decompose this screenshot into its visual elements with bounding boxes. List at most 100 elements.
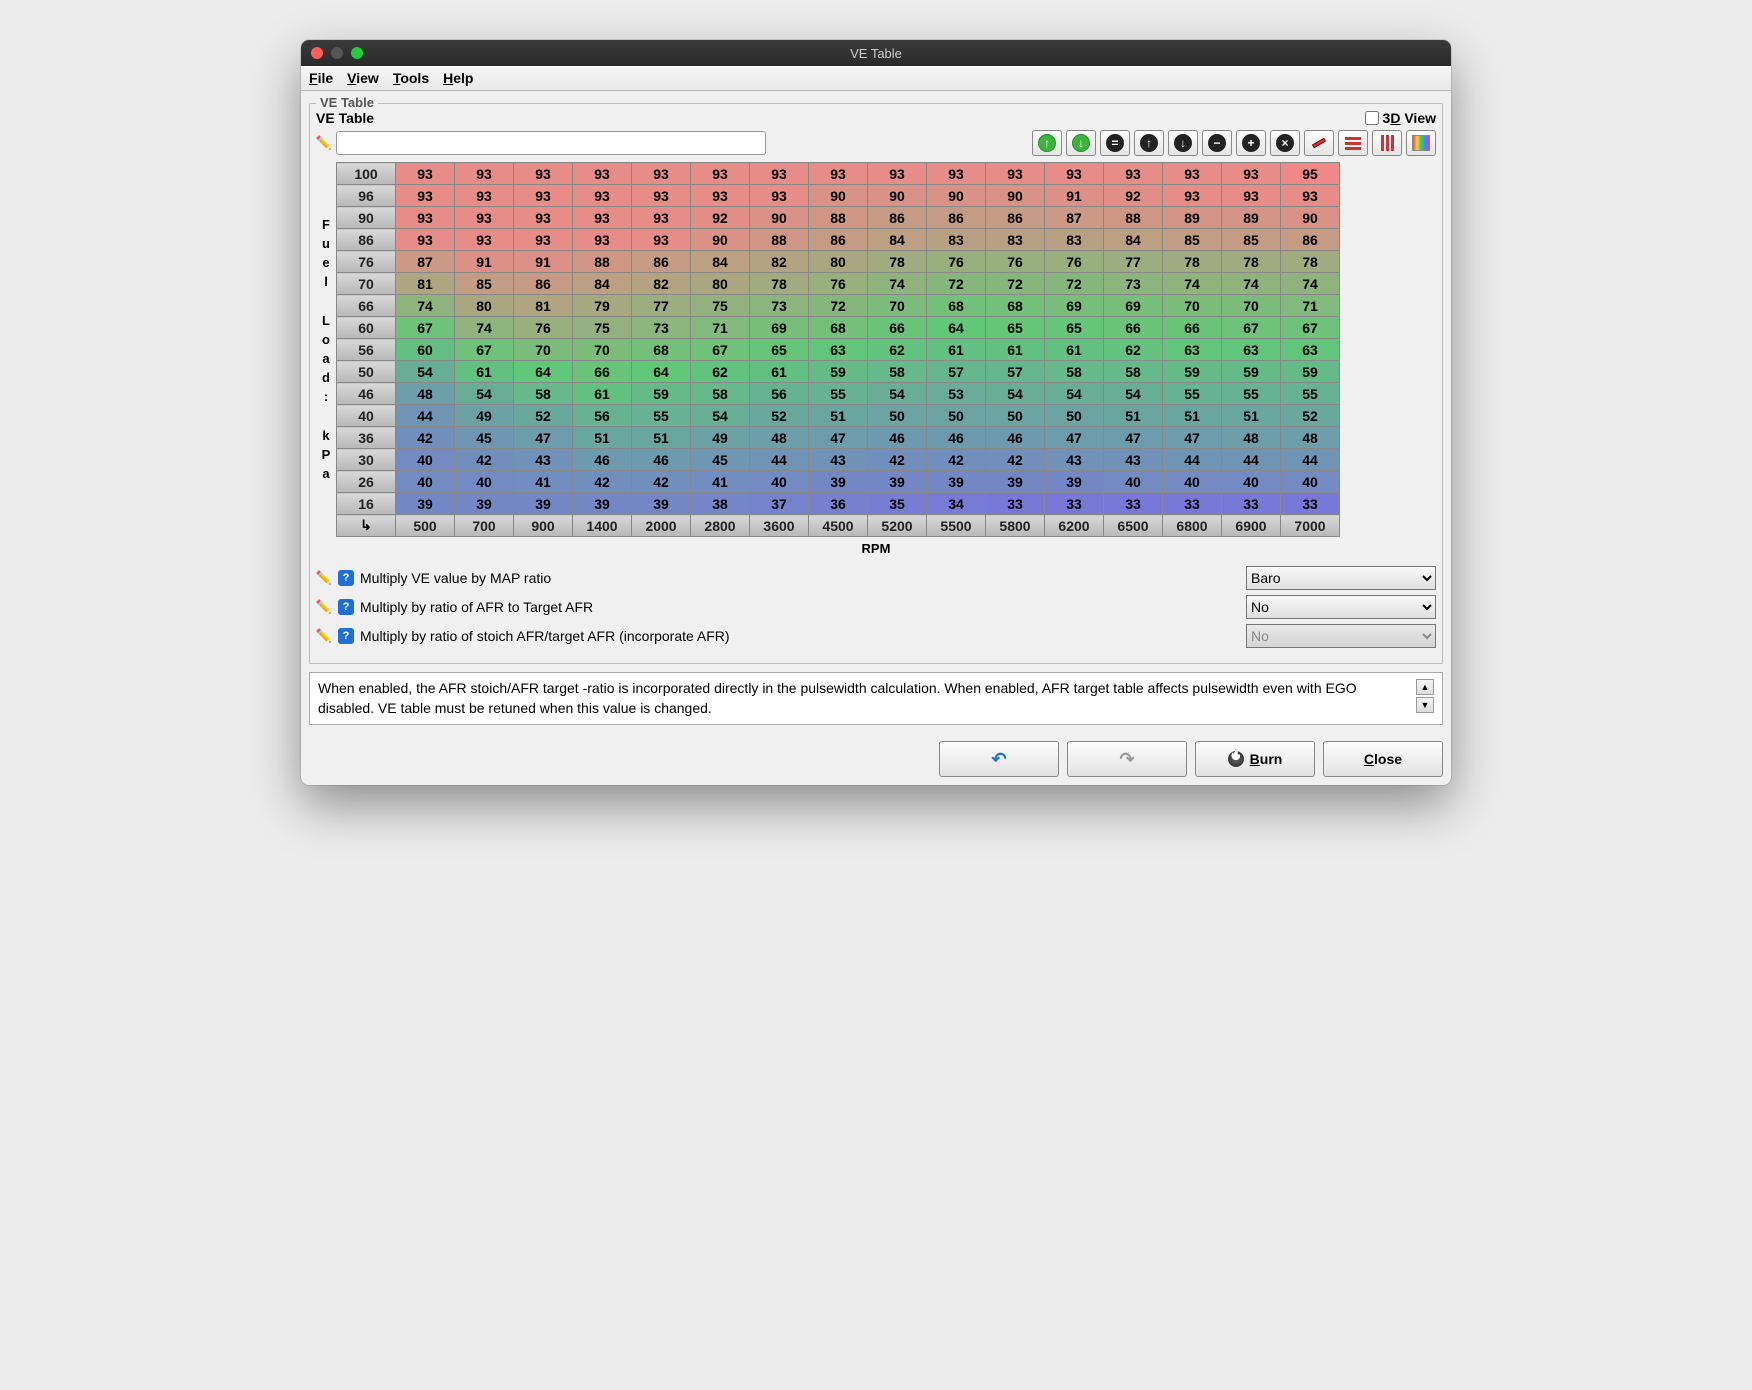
y-bin-cell[interactable]: 16 <box>337 493 396 515</box>
data-cell[interactable]: 43 <box>514 449 573 471</box>
data-cell[interactable]: 59 <box>1222 361 1281 383</box>
y-bin-cell[interactable]: 86 <box>337 229 396 251</box>
data-cell[interactable]: 93 <box>691 185 750 207</box>
y-bin-cell[interactable]: 66 <box>337 295 396 317</box>
interpolate-cols-button[interactable] <box>1372 130 1402 156</box>
data-cell[interactable]: 68 <box>986 295 1045 317</box>
data-cell[interactable]: 90 <box>868 185 927 207</box>
data-cell[interactable]: 81 <box>514 295 573 317</box>
data-cell[interactable]: 89 <box>1222 207 1281 229</box>
data-cell[interactable]: 72 <box>986 273 1045 295</box>
data-cell[interactable]: 69 <box>1045 295 1104 317</box>
data-cell[interactable]: 93 <box>455 207 514 229</box>
help-icon[interactable]: ? <box>338 570 354 586</box>
data-cell[interactable]: 44 <box>1163 449 1222 471</box>
data-cell[interactable]: 93 <box>1222 185 1281 207</box>
data-cell[interactable]: 85 <box>1222 229 1281 251</box>
y-bin-cell[interactable]: 100 <box>337 163 396 185</box>
data-cell[interactable]: 93 <box>573 207 632 229</box>
x-bin-cell[interactable]: 700 <box>455 515 514 537</box>
data-cell[interactable]: 51 <box>809 405 868 427</box>
data-cell[interactable]: 74 <box>868 273 927 295</box>
data-cell[interactable]: 50 <box>927 405 986 427</box>
data-cell[interactable]: 42 <box>396 427 455 449</box>
data-cell[interactable]: 72 <box>809 295 868 317</box>
data-cell[interactable]: 34 <box>927 493 986 515</box>
data-cell[interactable]: 46 <box>927 427 986 449</box>
data-cell[interactable]: 83 <box>986 229 1045 251</box>
data-cell[interactable]: 44 <box>750 449 809 471</box>
data-cell[interactable]: 73 <box>1104 273 1163 295</box>
data-cell[interactable]: 61 <box>927 339 986 361</box>
data-cell[interactable]: 78 <box>1222 251 1281 273</box>
data-cell[interactable]: 68 <box>927 295 986 317</box>
data-cell[interactable]: 59 <box>1281 361 1340 383</box>
data-cell[interactable]: 73 <box>750 295 809 317</box>
data-cell[interactable]: 39 <box>455 493 514 515</box>
data-cell[interactable]: 88 <box>1104 207 1163 229</box>
data-cell[interactable]: 44 <box>396 405 455 427</box>
data-cell[interactable]: 48 <box>750 427 809 449</box>
data-cell[interactable]: 75 <box>573 317 632 339</box>
data-cell[interactable]: 66 <box>1104 317 1163 339</box>
data-cell[interactable]: 93 <box>396 163 455 185</box>
data-cell[interactable]: 78 <box>750 273 809 295</box>
data-cell[interactable]: 45 <box>691 449 750 471</box>
data-cell[interactable]: 93 <box>1045 163 1104 185</box>
scroll-up-button[interactable]: ▲ <box>1416 679 1434 695</box>
interpolate-rows-button[interactable] <box>1338 130 1368 156</box>
data-cell[interactable]: 93 <box>1222 163 1281 185</box>
data-cell[interactable]: 58 <box>1045 361 1104 383</box>
data-cell[interactable]: 46 <box>573 449 632 471</box>
data-cell[interactable]: 57 <box>986 361 1045 383</box>
data-cell[interactable]: 52 <box>750 405 809 427</box>
scroll-down-button[interactable]: ▼ <box>1416 697 1434 713</box>
interpolate-button[interactable] <box>1304 130 1334 156</box>
data-cell[interactable]: 40 <box>396 471 455 493</box>
y-bin-cell[interactable]: 70 <box>337 273 396 295</box>
data-cell[interactable]: 74 <box>1281 273 1340 295</box>
data-cell[interactable]: 86 <box>868 207 927 229</box>
data-cell[interactable]: 93 <box>573 163 632 185</box>
data-cell[interactable]: 70 <box>514 339 573 361</box>
data-cell[interactable]: 84 <box>573 273 632 295</box>
data-cell[interactable]: 63 <box>1163 339 1222 361</box>
x-bin-cell[interactable]: 4500 <box>809 515 868 537</box>
decrement-button[interactable]: − <box>1202 130 1232 156</box>
data-cell[interactable]: 54 <box>868 383 927 405</box>
data-cell[interactable]: 82 <box>632 273 691 295</box>
data-cell[interactable]: 41 <box>514 471 573 493</box>
y-bin-cell[interactable]: 60 <box>337 317 396 339</box>
x-bin-cell[interactable]: 2800 <box>691 515 750 537</box>
data-cell[interactable]: 43 <box>809 449 868 471</box>
data-cell[interactable]: 86 <box>809 229 868 251</box>
data-cell[interactable]: 93 <box>632 185 691 207</box>
data-cell[interactable]: 93 <box>632 163 691 185</box>
y-bin-cell[interactable]: 40 <box>337 405 396 427</box>
data-cell[interactable]: 77 <box>632 295 691 317</box>
data-cell[interactable]: 55 <box>1163 383 1222 405</box>
data-cell[interactable]: 52 <box>1281 405 1340 427</box>
data-cell[interactable]: 72 <box>927 273 986 295</box>
data-cell[interactable]: 86 <box>986 207 1045 229</box>
x-bin-cell[interactable]: 6500 <box>1104 515 1163 537</box>
y-bin-cell[interactable]: 46 <box>337 383 396 405</box>
data-cell[interactable]: 61 <box>986 339 1045 361</box>
data-cell[interactable]: 58 <box>1104 361 1163 383</box>
data-cell[interactable]: 93 <box>514 185 573 207</box>
view-3d-toggle[interactable]: 3D View <box>1365 110 1436 126</box>
data-cell[interactable]: 80 <box>691 273 750 295</box>
data-cell[interactable]: 93 <box>868 163 927 185</box>
data-cell[interactable]: 86 <box>927 207 986 229</box>
data-cell[interactable]: 47 <box>1163 427 1222 449</box>
data-cell[interactable]: 80 <box>809 251 868 273</box>
data-cell[interactable]: 93 <box>927 163 986 185</box>
data-cell[interactable]: 78 <box>1163 251 1222 273</box>
data-cell[interactable]: 39 <box>396 493 455 515</box>
data-cell[interactable]: 61 <box>750 361 809 383</box>
option-select[interactable]: Baro <box>1246 566 1436 590</box>
data-cell[interactable]: 93 <box>750 185 809 207</box>
data-cell[interactable]: 63 <box>809 339 868 361</box>
data-cell[interactable]: 91 <box>1045 185 1104 207</box>
data-cell[interactable]: 47 <box>1045 427 1104 449</box>
